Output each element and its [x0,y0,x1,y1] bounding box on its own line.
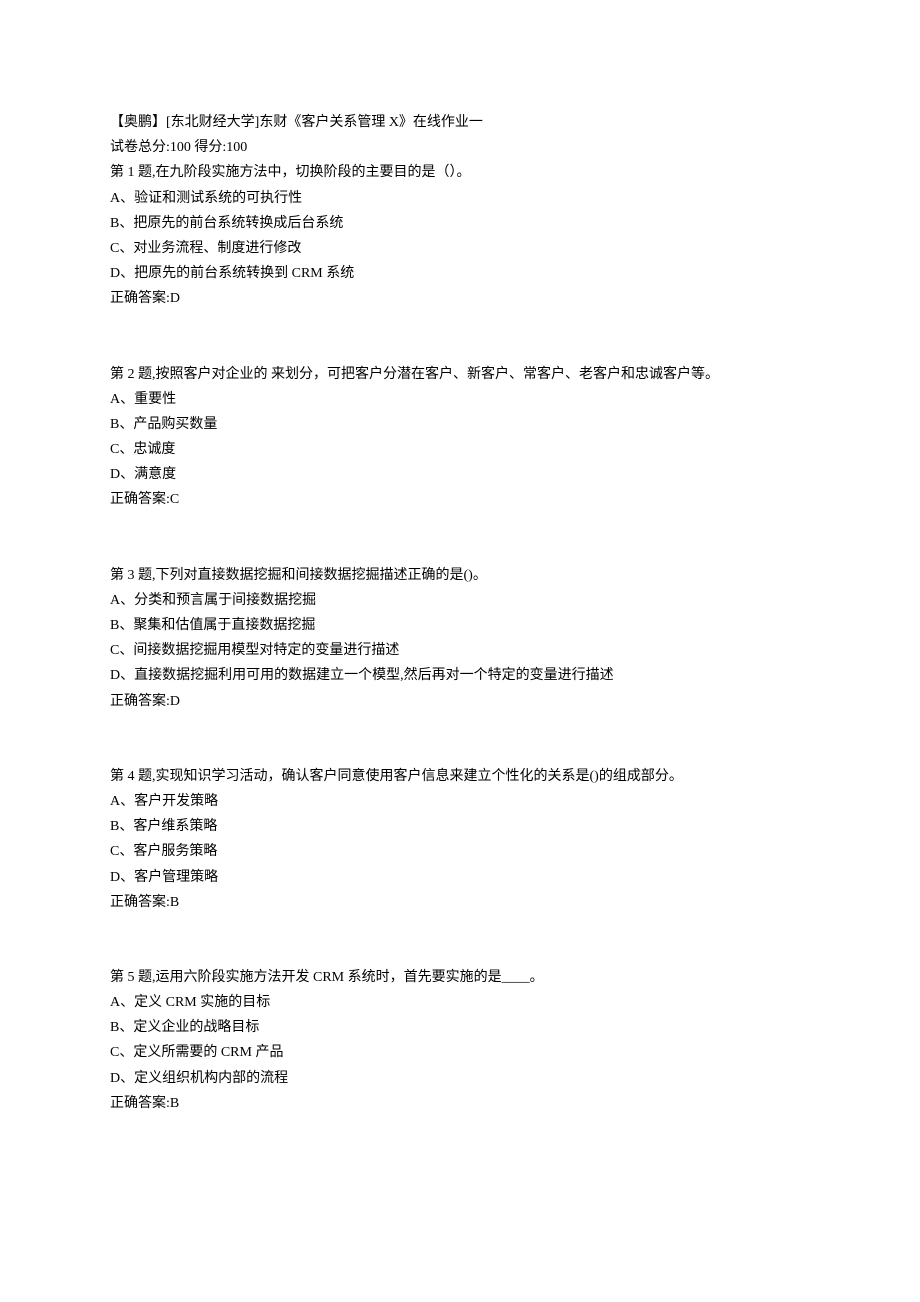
option-b: B、聚集和估值属于直接数据挖掘 [110,613,810,638]
option-d: D、客户管理策略 [110,865,810,890]
correct-answer: 正确答案:D [110,286,810,311]
option-d: D、满意度 [110,462,810,487]
question-block: 第 2 题,按照客户对企业的 来划分，可把客户分潜在客户、新客户、常客户、老客户… [110,362,810,513]
question-block: 第 4 题,实现知识学习活动，确认客户同意使用客户信息来建立个性化的关系是()的… [110,764,810,915]
option-d: D、定义组织机构内部的流程 [110,1066,810,1091]
correct-answer: 正确答案:B [110,1091,810,1116]
correct-answer: 正确答案:C [110,487,810,512]
correct-answer: 正确答案:D [110,689,810,714]
option-c: C、对业务流程、制度进行修改 [110,236,810,261]
option-c: C、定义所需要的 CRM 产品 [110,1040,810,1065]
option-a: A、客户开发策略 [110,789,810,814]
question-prompt: 第 1 题,在九阶段实施方法中，切换阶段的主要目的是（）。 [110,160,810,185]
question-prompt: 第 5 题,运用六阶段实施方法开发 CRM 系统时，首先要实施的是____。 [110,965,810,990]
option-a: A、重要性 [110,387,810,412]
question-prompt: 第 3 题,下列对直接数据挖掘和间接数据挖掘描述正确的是()。 [110,563,810,588]
question-prompt: 第 4 题,实现知识学习活动，确认客户同意使用客户信息来建立个性化的关系是()的… [110,764,810,789]
document-title: 【奥鹏】[东北财经大学]东财《客户关系管理 X》在线作业一 [110,110,810,135]
option-c: C、忠诚度 [110,437,810,462]
option-b: B、客户维系策略 [110,814,810,839]
score-line: 试卷总分:100 得分:100 [110,135,810,160]
option-a: A、验证和测试系统的可执行性 [110,186,810,211]
option-c: C、客户服务策略 [110,839,810,864]
option-a: A、定义 CRM 实施的目标 [110,990,810,1015]
question-prompt: 第 2 题,按照客户对企业的 来划分，可把客户分潜在客户、新客户、常客户、老客户… [110,362,810,387]
option-a: A、分类和预言属于间接数据挖掘 [110,588,810,613]
question-block: 第 5 题,运用六阶段实施方法开发 CRM 系统时，首先要实施的是____。 A… [110,965,810,1116]
option-d: D、直接数据挖掘利用可用的数据建立一个模型,然后再对一个特定的变量进行描述 [110,663,810,688]
question-block: 第 3 题,下列对直接数据挖掘和间接数据挖掘描述正确的是()。 A、分类和预言属… [110,563,810,714]
option-b: B、产品购买数量 [110,412,810,437]
correct-answer: 正确答案:B [110,890,810,915]
option-c: C、间接数据挖掘用模型对特定的变量进行描述 [110,638,810,663]
option-b: B、把原先的前台系统转换成后台系统 [110,211,810,236]
option-d: D、把原先的前台系统转换到 CRM 系统 [110,261,810,286]
option-b: B、定义企业的战略目标 [110,1015,810,1040]
question-block: 第 1 题,在九阶段实施方法中，切换阶段的主要目的是（）。 A、验证和测试系统的… [110,160,810,311]
